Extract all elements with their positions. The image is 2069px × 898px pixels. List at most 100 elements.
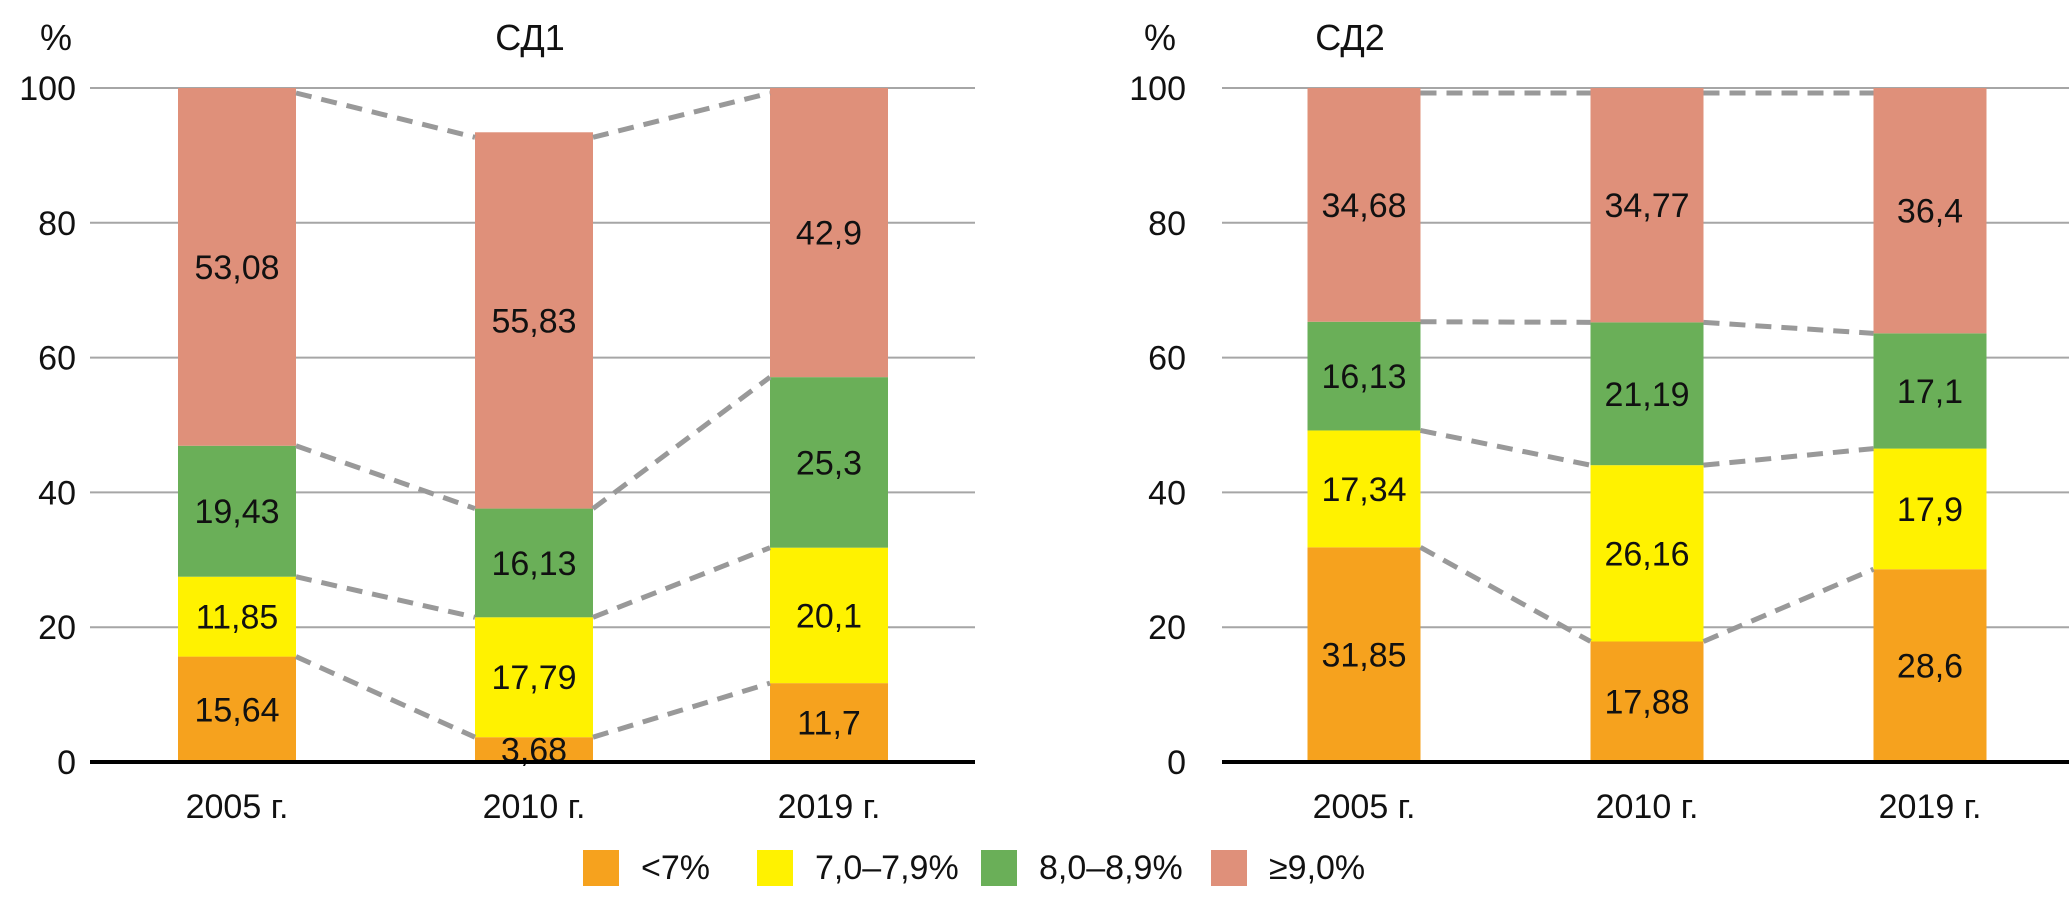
data-label: 26,16	[1604, 535, 1689, 573]
legend-swatch	[583, 850, 619, 886]
data-label: 25,3	[796, 444, 862, 482]
y-tick-label: 40	[1148, 474, 1186, 512]
data-label: 31,85	[1321, 637, 1406, 675]
data-label: 16,13	[491, 545, 576, 583]
bars	[1307, 88, 1987, 762]
bar-segment	[1873, 569, 1987, 762]
chart-sd2: 0 20 40 60 80 100% СД2 31,85 17,34 16,13 34,68 17,8…	[1129, 17, 2069, 826]
data-label: 53,08	[194, 249, 279, 287]
connector-line	[294, 654, 477, 740]
bar-segment	[1590, 641, 1704, 762]
bar-segment	[1307, 321, 1421, 431]
data-label: 17,79	[491, 659, 576, 697]
data-label: 15,64	[194, 691, 279, 729]
legend-swatch	[981, 850, 1017, 886]
y-tick-label: 0	[1167, 744, 1186, 782]
segment-labels: 15,6411,8519,4353,083,6817,7916,1355,831…	[194, 215, 862, 770]
connector-line	[1702, 566, 1875, 644]
x-tick-label: 2010 г.	[483, 788, 586, 826]
bar-segment	[178, 88, 296, 446]
connector-lines	[1419, 90, 1875, 644]
bar-segment	[1873, 448, 1987, 570]
connector-line	[1419, 545, 1592, 644]
connector-line	[592, 545, 771, 620]
y-tick-label: 80	[38, 205, 76, 243]
legend-label: <7%	[641, 848, 710, 887]
legend-item-ge9: ≥9,0%	[1211, 843, 1365, 893]
data-label: 42,9	[796, 215, 862, 253]
bar-segment	[475, 132, 593, 509]
bar-segment	[1873, 333, 1987, 449]
legend-item-lt7: <7%	[583, 843, 710, 893]
y-axis-label: %	[40, 17, 72, 58]
bar-segment	[178, 656, 296, 762]
x-tick-label: 2019 г.	[1879, 788, 1982, 826]
bar-segment	[1307, 88, 1421, 322]
data-label: 20,1	[796, 597, 862, 635]
bar-segment	[770, 683, 888, 762]
x-tick-label: 2010 г.	[1596, 788, 1699, 826]
bar-segment	[475, 508, 593, 618]
y-tick-label: 40	[38, 474, 76, 512]
data-label: 17,1	[1897, 373, 1963, 411]
y-tick-label: 100	[19, 70, 76, 108]
legend-swatch	[1211, 850, 1247, 886]
y-tick-label: 20	[38, 609, 76, 647]
bar-segment	[770, 547, 888, 684]
bar-segment	[770, 88, 888, 378]
y-tick-label: 0	[57, 744, 76, 782]
bar-segment	[178, 576, 296, 657]
connector-line	[1703, 446, 1874, 468]
data-label: 34,77	[1604, 187, 1689, 225]
connector-line	[295, 90, 476, 140]
connector-lines	[294, 90, 772, 740]
bar-segment	[1307, 430, 1421, 548]
bar-segment	[1873, 88, 1987, 334]
data-label: 34,68	[1321, 187, 1406, 225]
data-label: 19,43	[194, 493, 279, 531]
bar-segment	[475, 737, 593, 762]
legend-label: ≥9,0%	[1269, 848, 1366, 887]
data-label: 11,7	[797, 705, 861, 743]
y-axis-label: %	[1144, 17, 1176, 58]
connector-line	[1703, 319, 1874, 336]
connector-line	[592, 90, 771, 140]
chart-title: СД1	[495, 17, 565, 58]
x-tick-label: 2005 г.	[186, 788, 289, 826]
bars	[178, 88, 888, 762]
data-label: 17,34	[1321, 471, 1406, 509]
bar-segment	[1307, 547, 1421, 762]
data-label: 11,85	[196, 599, 279, 637]
data-label: 17,88	[1604, 684, 1689, 722]
x-tick-label: 2005 г.	[1313, 788, 1416, 826]
y-tick-label: 100	[1129, 70, 1186, 108]
legend-label: 7,0–7,9%	[815, 848, 959, 887]
connector-line	[1419, 428, 1592, 468]
y-tick-label: 60	[1148, 340, 1186, 378]
y-tick-label: 80	[1148, 205, 1186, 243]
data-label: 28,6	[1897, 648, 1963, 686]
legend: <7% 7,0–7,9% 8,0–8,9% ≥9,0%	[0, 843, 2069, 893]
chart-title: СД2	[1315, 17, 1385, 58]
y-tick-label: 20	[1148, 609, 1186, 647]
legend-label: 8,0–8,9%	[1039, 848, 1183, 887]
x-tick-label: 2019 г.	[778, 788, 881, 826]
legend-swatch	[757, 850, 793, 886]
y-tick-label: 60	[38, 340, 76, 378]
data-label: 17,9	[1897, 491, 1963, 529]
data-label: 16,13	[1321, 358, 1406, 396]
legend-item-7-7.9: 7,0–7,9%	[757, 843, 959, 893]
bar-segment	[1590, 465, 1704, 642]
segment-labels: 31,85 17,34 16,13 34,68 17,88 26,16 21,19 34,77…	[1321, 187, 1963, 722]
data-label: 21,19	[1604, 376, 1689, 414]
bar-segment	[475, 617, 593, 738]
bar-segment	[1590, 322, 1704, 466]
data-label: 55,83	[491, 302, 576, 340]
bar-segment	[178, 445, 296, 577]
bar-segment	[1590, 88, 1704, 323]
connector-line	[295, 574, 476, 620]
bar-segment	[770, 377, 888, 548]
connector-line	[295, 443, 476, 511]
